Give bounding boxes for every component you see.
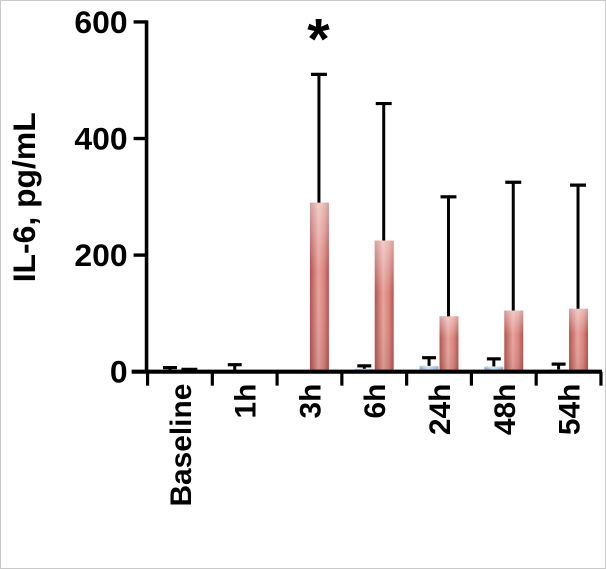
bar-sheen-blue-series-48h: [484, 366, 504, 372]
bar-sheen-red-series-54h: [569, 308, 588, 372]
y-tick-label: 400: [74, 120, 127, 156]
bar-sheen-red-series-3h: [309, 202, 329, 372]
bar-sheen-red-series-48h: [504, 310, 524, 372]
y-tick-label: 200: [74, 237, 127, 273]
x-category-label-6h: 6h: [359, 384, 392, 419]
bar-sheen-blue-series-24h: [419, 365, 439, 372]
x-category-label-Baseline: Baseline: [165, 384, 198, 507]
significance-asterisk: *: [307, 7, 330, 71]
x-category-label-24h: 24h: [424, 384, 457, 435]
x-category-label-54h: 54h: [554, 384, 587, 435]
bar-sheen-red-series-24h: [439, 316, 459, 372]
y-tick-label: 600: [74, 4, 127, 40]
x-category-label-48h: 48h: [489, 384, 522, 435]
y-axis-title: IL-6, pg/mL: [6, 112, 42, 282]
x-category-label-3h: 3h: [294, 384, 327, 419]
bar-sheen-red-series-6h: [374, 240, 394, 372]
y-tick-label: 0: [110, 354, 128, 390]
x-category-label-1h: 1h: [230, 384, 263, 419]
